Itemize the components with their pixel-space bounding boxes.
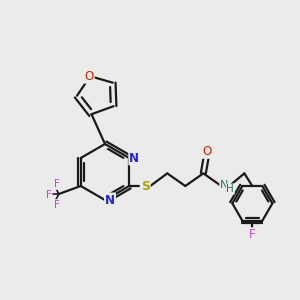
Text: N: N: [105, 194, 115, 206]
Text: F: F: [54, 179, 60, 189]
Text: F: F: [54, 200, 60, 210]
Text: O: O: [85, 70, 94, 83]
Text: F: F: [46, 190, 52, 200]
Text: N: N: [220, 180, 229, 190]
Text: O: O: [203, 145, 212, 158]
Text: F: F: [249, 228, 256, 241]
Text: H: H: [226, 184, 234, 194]
Text: S: S: [141, 179, 150, 193]
Text: N: N: [129, 152, 139, 164]
